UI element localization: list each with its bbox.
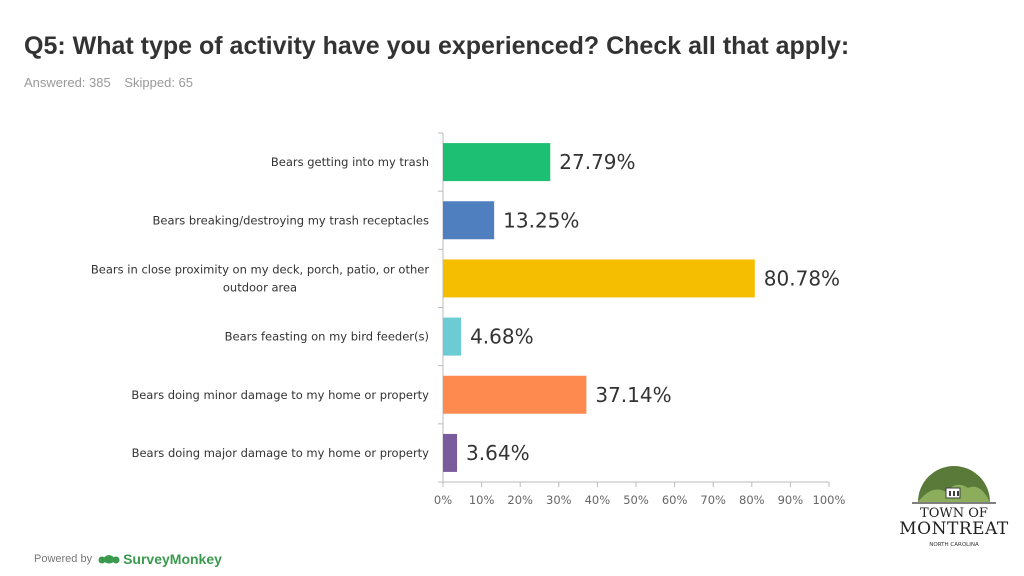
- logo-line-montreat: MONTREAT: [899, 519, 1009, 539]
- bar-chart: 0% 10% 20% 30% 40% 50% 60% 70% 80% 90% 100% 27.79% B…: [91, 132, 846, 507]
- surveymonkey-logo-icon: [98, 555, 120, 564]
- category-label: outdoor area: [223, 280, 297, 294]
- x-tick-label: 30%: [546, 493, 572, 507]
- x-tick-label: 80%: [739, 493, 765, 507]
- category-label: Bears doing minor damage to my home or p…: [131, 388, 429, 402]
- category-label: Bears breaking/destroying my trash recep…: [152, 213, 429, 227]
- bar: [443, 259, 755, 298]
- bar: [443, 317, 462, 356]
- x-tick-label: 60%: [662, 493, 688, 507]
- bar-value-label: 37.14%: [595, 383, 671, 407]
- answered-count: Answered: 385: [24, 75, 111, 90]
- logo-line-north-carolina: NORTH CAROLINA: [929, 542, 979, 548]
- category-label: Bears feasting on my bird feeder(s): [225, 330, 429, 344]
- x-tick-label: 40%: [585, 493, 611, 507]
- town-of-montreat-logo: TOWN OF MONTREAT NORTH CAROLINA: [898, 462, 1010, 554]
- bar: [443, 143, 551, 182]
- category-label: Bears doing major damage to my home or p…: [132, 446, 430, 460]
- logo-line-town-of: TOWN OF: [920, 506, 988, 521]
- page-title: Q5: What type of activity have you exper…: [24, 32, 850, 60]
- powered-by-surveymonkey[interactable]: Powered by SurveyMonkey: [34, 548, 222, 570]
- bar: [443, 201, 495, 240]
- surveymonkey-brand: SurveyMonkey: [123, 551, 222, 567]
- x-tick-label: 10%: [469, 493, 495, 507]
- bar-value-label: 80.78%: [764, 266, 840, 290]
- x-tick-label: 0%: [434, 493, 452, 507]
- bar-value-label: 4.68%: [470, 325, 534, 349]
- skipped-count: Skipped: 65: [124, 75, 194, 90]
- bar: [443, 433, 458, 472]
- response-summary: Answered: 385 Skipped: 65: [24, 75, 203, 90]
- category-label: Bears in close proximity on my deck, por…: [91, 262, 429, 276]
- x-tick-label: 50%: [623, 493, 649, 507]
- bar-value-label: 3.64%: [466, 441, 530, 465]
- mountain-emblem-icon: [912, 466, 996, 504]
- bar: [443, 375, 587, 414]
- bar-value-label: 13.25%: [503, 208, 579, 232]
- x-tick-label: 100%: [813, 493, 846, 507]
- x-tick-label: 70%: [700, 493, 726, 507]
- bar-value-label: 27.79%: [559, 150, 635, 174]
- category-label: Bears getting into my trash: [271, 155, 429, 169]
- x-tick-label: 90%: [778, 493, 804, 507]
- x-tick-label: 20%: [507, 493, 533, 507]
- powered-by-label: Powered by: [34, 553, 93, 565]
